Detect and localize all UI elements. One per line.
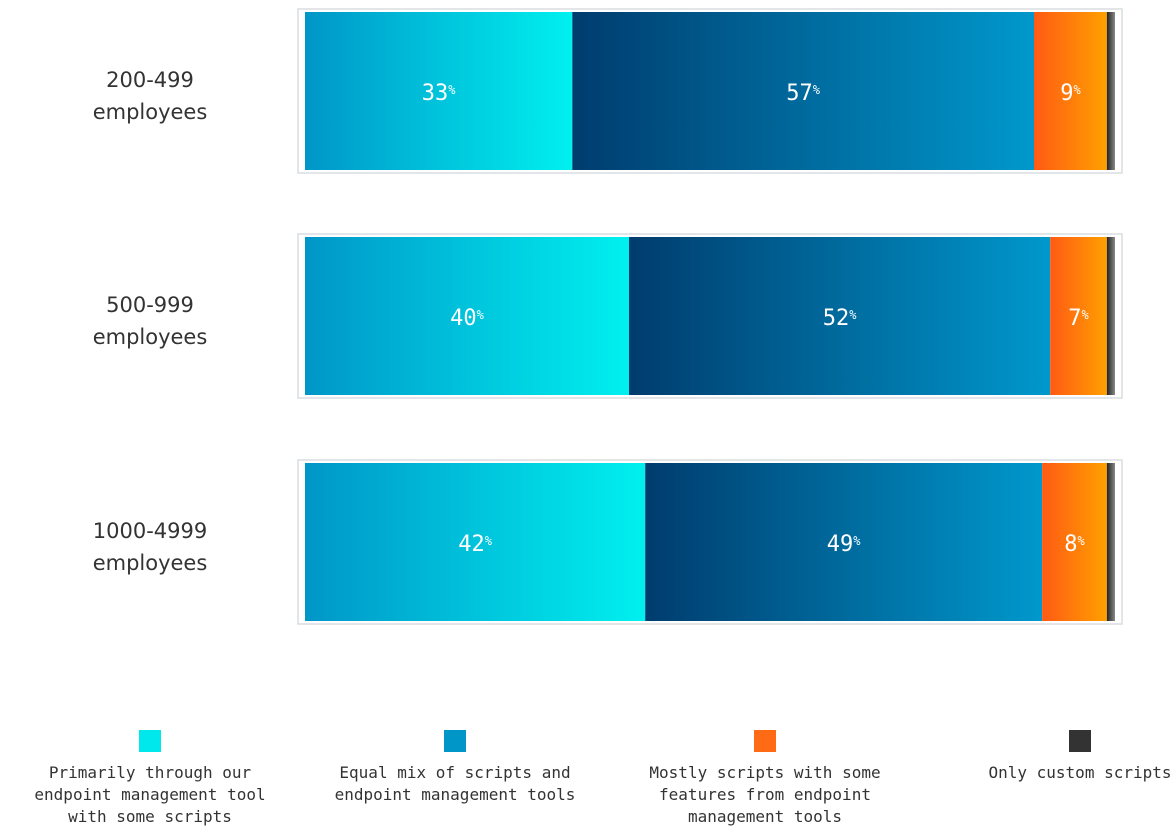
data-label: 33% bbox=[422, 81, 457, 106]
legend-label: Mostly scripts with some features from e… bbox=[649, 763, 881, 826]
legend-label: Only custom scripts bbox=[988, 763, 1172, 782]
stacked-bar-chart: 200-499 employees 500-999 employees 1000-499… bbox=[93, 8, 1123, 625]
bar-segment-custom-scripts bbox=[1106, 237, 1115, 395]
legend-item-mostly-scripts: Mostly scripts with some features from e… bbox=[630, 730, 900, 828]
category-label: 200-499 employees bbox=[93, 68, 208, 124]
data-label: 49% bbox=[827, 532, 862, 557]
bar-segment-equal-mix bbox=[629, 237, 1051, 395]
legend-swatch-orange bbox=[754, 730, 776, 752]
bar-segment-primarily-tool bbox=[305, 237, 629, 395]
data-label: 57% bbox=[786, 81, 821, 106]
bar-segment-custom-scripts bbox=[1106, 12, 1115, 170]
data-label: 8% bbox=[1064, 532, 1085, 557]
bar-segment-mostly-scripts bbox=[1042, 463, 1107, 621]
legend-label: Primarily through our endpoint managemen… bbox=[34, 763, 266, 826]
bar-segment-mostly-scripts bbox=[1034, 12, 1107, 170]
data-label: 9% bbox=[1060, 81, 1081, 106]
legend: Primarily through our endpoint managemen… bbox=[0, 730, 1175, 840]
bar-segment-custom-scripts bbox=[1106, 463, 1115, 621]
legend-label: Equal mix of scripts and endpoint manage… bbox=[334, 763, 576, 804]
bar-segment-primarily-tool bbox=[305, 463, 646, 621]
bar-frame bbox=[297, 459, 1123, 625]
category-label: 500-999 employees bbox=[93, 293, 208, 349]
bar-segment-primarily-tool bbox=[305, 12, 573, 170]
bar-frame bbox=[297, 8, 1123, 174]
bar-frame bbox=[297, 233, 1123, 399]
legend-swatch-cyan bbox=[139, 730, 161, 752]
data-label: 40% bbox=[450, 306, 485, 331]
bar-segment-equal-mix bbox=[572, 12, 1034, 170]
data-label: 42% bbox=[458, 532, 493, 557]
bar-segment-mostly-scripts bbox=[1050, 237, 1107, 395]
category-label: 1000-4999 employees bbox=[93, 519, 208, 575]
legend-item-equal-mix: Equal mix of scripts and endpoint manage… bbox=[320, 730, 590, 806]
data-label: 52% bbox=[823, 306, 858, 331]
legend-item-primarily-tool: Primarily through our endpoint managemen… bbox=[15, 730, 285, 828]
data-label: 7% bbox=[1068, 306, 1089, 331]
legend-swatch-blue bbox=[444, 730, 466, 752]
legend-swatch-dark bbox=[1069, 730, 1091, 752]
bar-segment-equal-mix bbox=[645, 463, 1043, 621]
legend-item-custom-scripts: Only custom scripts bbox=[945, 730, 1175, 784]
